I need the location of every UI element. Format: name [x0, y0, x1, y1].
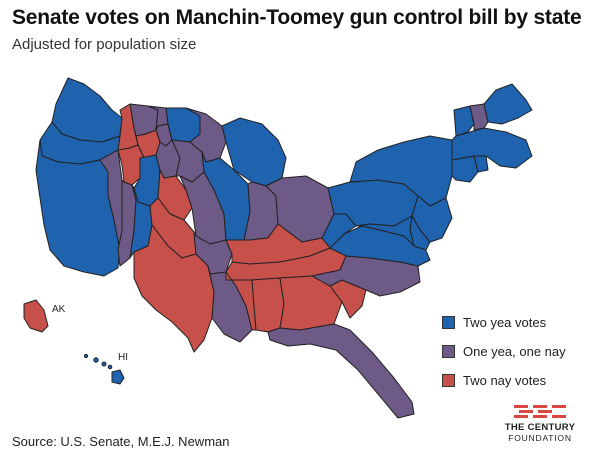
hawaii-islet [83, 353, 89, 359]
alaska-label: AK [52, 304, 66, 315]
century-foundation-logo: THE CENTURY FOUNDATION [500, 405, 580, 443]
legend-label-split: One yea, one nay [463, 344, 566, 359]
state-ma[interactable] [451, 127, 533, 169]
legend-item-two-nay: Two nay votes [442, 372, 566, 389]
state-wa[interactable] [51, 77, 123, 143]
state-al[interactable] [251, 277, 285, 333]
state-ar[interactable] [193, 231, 233, 275]
state-me[interactable] [483, 83, 533, 125]
logo-text-line1: THE CENTURY [504, 422, 576, 433]
state-vt[interactable] [453, 105, 475, 137]
hawaii-islet [101, 361, 107, 367]
state-md[interactable] [355, 215, 415, 247]
century-foundation-logo-icon [514, 405, 566, 418]
state-ct[interactable] [451, 155, 479, 183]
legend-label-two-yea: Two yea votes [463, 315, 547, 330]
state-hi[interactable] [111, 369, 125, 385]
legend-item-split: One yea, one nay [442, 343, 566, 360]
chart-subtitle: Adjusted for population size [12, 36, 197, 53]
state-fl[interactable] [267, 323, 415, 419]
chart-title: Senate votes on Manchin-Toomey gun contr… [12, 6, 582, 29]
legend: Two yea votes One yea, one nay Two nay v… [442, 314, 566, 401]
state-va[interactable] [329, 225, 431, 267]
hawaii-label: HI [118, 352, 128, 363]
legend-label-two-nay: Two nay votes [463, 373, 547, 388]
legend-swatch-two-yea [442, 316, 455, 329]
legend-swatch-two-nay [442, 374, 455, 387]
source-note: Source: U.S. Senate, M.E.J. Newman [12, 434, 230, 449]
hawaii-islet [93, 357, 99, 363]
state-ak[interactable] [23, 299, 49, 333]
legend-swatch-split [442, 345, 455, 358]
logo-text-line2: FOUNDATION [508, 433, 572, 443]
legend-item-two-yea: Two yea votes [442, 314, 566, 331]
hawaii-islet [107, 364, 113, 370]
